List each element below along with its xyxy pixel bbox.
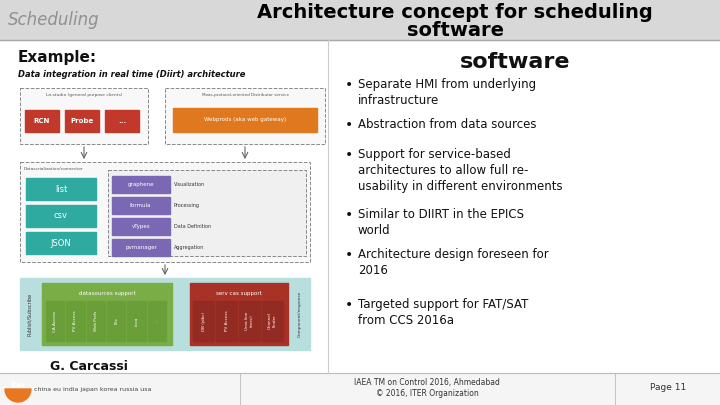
Text: Example:: Example: bbox=[18, 50, 97, 65]
Text: graphene: graphene bbox=[127, 182, 154, 187]
Text: Scheduling: Scheduling bbox=[8, 11, 99, 29]
Text: list: list bbox=[55, 185, 67, 194]
Text: Processing: Processing bbox=[174, 203, 200, 208]
Bar bbox=[108, 170, 306, 256]
Bar bbox=[20, 88, 148, 144]
Text: Visualization: Visualization bbox=[174, 182, 205, 187]
Text: •: • bbox=[345, 148, 354, 162]
Text: ...: ... bbox=[118, 118, 126, 124]
Text: vTypes: vTypes bbox=[132, 224, 150, 229]
Text: serv cas support: serv cas support bbox=[216, 290, 262, 296]
Text: Similar to DIIRT in the EPICS
world: Similar to DIIRT in the EPICS world bbox=[358, 208, 524, 237]
Text: formula: formula bbox=[130, 203, 152, 208]
Text: Channel
Finder: Channel Finder bbox=[268, 313, 276, 329]
Bar bbox=[46, 301, 64, 341]
Bar bbox=[127, 301, 145, 341]
Text: RCN: RCN bbox=[34, 118, 50, 124]
Text: pvmanager: pvmanager bbox=[125, 245, 157, 250]
Text: •: • bbox=[345, 248, 354, 262]
Bar bbox=[112, 218, 170, 235]
Text: Web Profs: Web Profs bbox=[94, 311, 98, 331]
Bar bbox=[112, 176, 170, 193]
Text: File: File bbox=[114, 318, 118, 324]
Text: •: • bbox=[345, 298, 354, 312]
Bar bbox=[26, 205, 96, 227]
Bar bbox=[42, 283, 172, 345]
Text: Publish/Subscribe: Publish/Subscribe bbox=[27, 292, 32, 336]
Wedge shape bbox=[5, 389, 31, 402]
Bar bbox=[66, 301, 85, 341]
Text: Data integration in real time (Diirt) architecture: Data integration in real time (Diirt) ar… bbox=[18, 70, 246, 79]
Bar bbox=[105, 110, 139, 132]
Text: Architecture concept for scheduling: Architecture concept for scheduling bbox=[257, 4, 653, 23]
Bar bbox=[112, 197, 170, 214]
Text: Webprods (aka web gateway): Webprods (aka web gateway) bbox=[204, 117, 286, 122]
Text: Data Definition: Data Definition bbox=[174, 224, 211, 229]
Bar bbox=[112, 239, 170, 256]
Text: G. Carcassi: G. Carcassi bbox=[50, 360, 128, 373]
Bar bbox=[216, 301, 237, 341]
Text: ...: ... bbox=[155, 319, 159, 323]
Text: Abstraction from data sources: Abstraction from data sources bbox=[358, 118, 536, 131]
Text: •: • bbox=[345, 118, 354, 132]
Text: PV Access: PV Access bbox=[73, 311, 78, 331]
Bar bbox=[26, 232, 96, 254]
Text: Component/response: Component/response bbox=[298, 291, 302, 337]
Text: Separate HMI from underlying
infrastructure: Separate HMI from underlying infrastruct… bbox=[358, 78, 536, 107]
Text: Datascrialization/connector: Datascrialization/connector bbox=[24, 167, 84, 171]
Bar bbox=[173, 108, 317, 132]
Bar bbox=[20, 278, 310, 350]
Bar bbox=[0, 373, 720, 405]
Text: DB (jdbc): DB (jdbc) bbox=[202, 311, 205, 330]
Text: datasources support: datasources support bbox=[78, 290, 135, 296]
Text: Loca: Loca bbox=[135, 316, 138, 326]
Text: Architecture design foreseen for
2016: Architecture design foreseen for 2016 bbox=[358, 248, 549, 277]
Text: Aggregation: Aggregation bbox=[174, 245, 204, 250]
Text: PV Access: PV Access bbox=[225, 311, 228, 331]
Text: software: software bbox=[460, 52, 570, 72]
Text: Probe: Probe bbox=[71, 118, 94, 124]
Text: csv: csv bbox=[54, 211, 68, 220]
Bar bbox=[20, 162, 310, 262]
Bar bbox=[107, 301, 125, 341]
Text: china eu india japan korea russia usa: china eu india japan korea russia usa bbox=[34, 386, 151, 392]
Text: JSON: JSON bbox=[50, 239, 71, 247]
Bar bbox=[25, 110, 59, 132]
Text: software: software bbox=[407, 21, 503, 40]
Bar bbox=[65, 110, 99, 132]
Text: CA Access: CA Access bbox=[53, 311, 57, 332]
Text: Page 11: Page 11 bbox=[650, 384, 686, 392]
Bar bbox=[165, 88, 325, 144]
Bar bbox=[190, 283, 288, 345]
Text: Moas-protocol-oriented Distributor service: Moas-protocol-oriented Distributor servi… bbox=[202, 93, 289, 97]
Bar bbox=[148, 301, 166, 341]
Text: Support for service-based
architectures to allow full re-
usability in different: Support for service-based architectures … bbox=[358, 148, 562, 193]
Bar bbox=[0, 0, 720, 40]
Text: La-studio (general purpose clients): La-studio (general purpose clients) bbox=[46, 93, 122, 97]
Text: iter: iter bbox=[10, 381, 26, 390]
Bar bbox=[193, 301, 214, 341]
Text: •: • bbox=[345, 208, 354, 222]
Bar bbox=[239, 301, 260, 341]
Text: •: • bbox=[345, 78, 354, 92]
Bar bbox=[262, 301, 283, 341]
Bar bbox=[26, 178, 96, 200]
Bar bbox=[86, 301, 105, 341]
Text: IAEA TM on Control 2016, Ahmedabad: IAEA TM on Control 2016, Ahmedabad bbox=[354, 377, 500, 386]
Text: Targeted support for FAT/SAT
from CCS 2016a: Targeted support for FAT/SAT from CCS 20… bbox=[358, 298, 528, 327]
Text: © 2016, ITER Organization: © 2016, ITER Organization bbox=[376, 390, 478, 399]
Text: Uma line
(exec): Uma line (exec) bbox=[246, 312, 254, 330]
